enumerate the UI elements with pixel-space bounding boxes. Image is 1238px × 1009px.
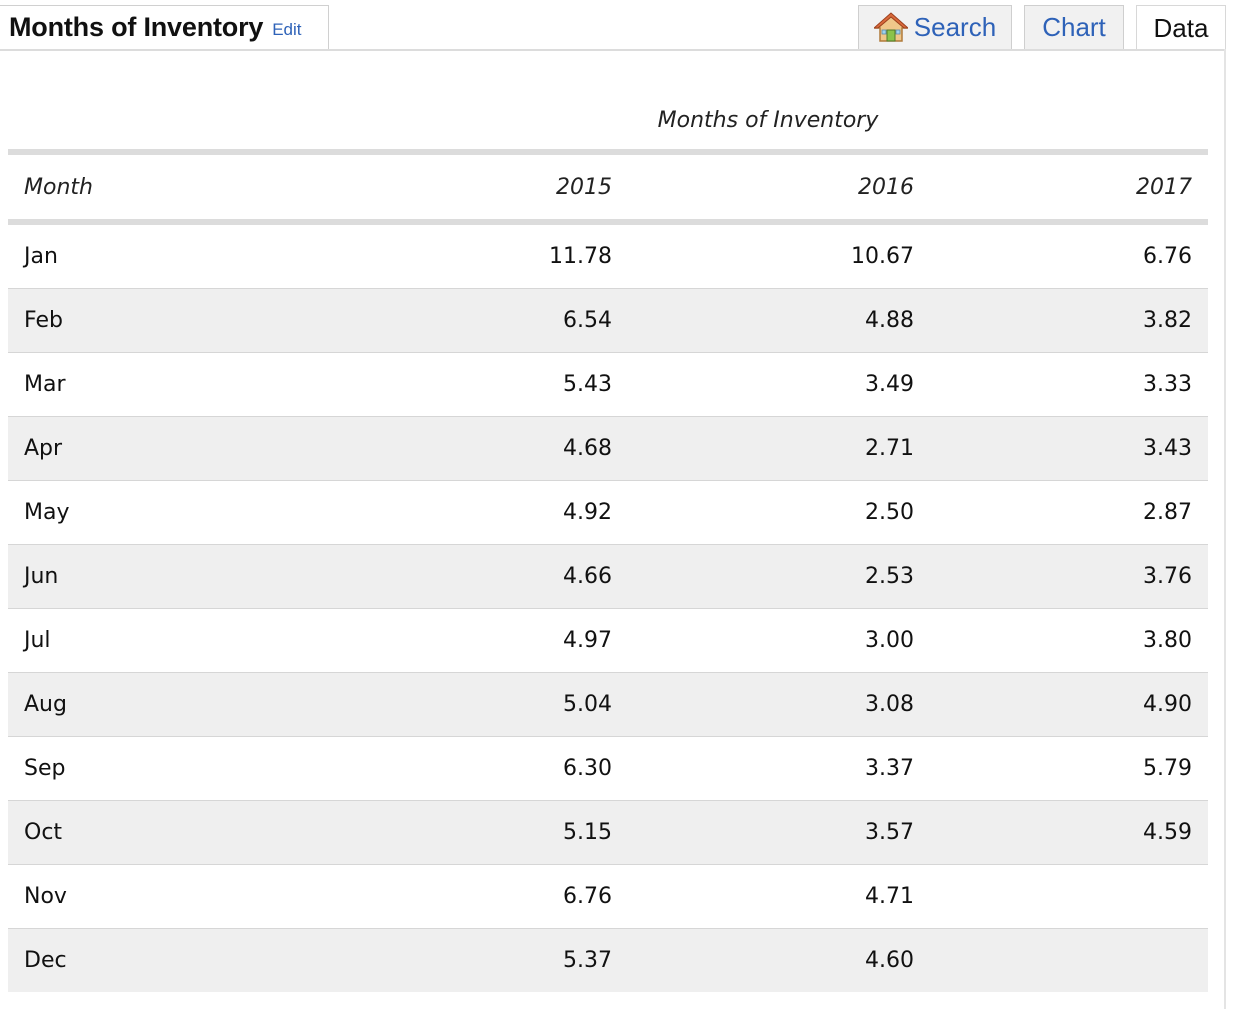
cell-2015: 6.30 — [563, 756, 612, 781]
column-header-2016: 2016 — [858, 174, 914, 200]
table-row: Jan 11.78 10.67 6.76 — [8, 225, 1208, 289]
cell-2017: 3.82 — [1143, 308, 1192, 333]
table-caption: Months of Inventory — [657, 108, 879, 133]
table-row: Apr 4.68 2.71 3.43 — [8, 417, 1208, 481]
cell-2017: 4.59 — [1143, 820, 1192, 845]
tab-baseline — [0, 49, 1226, 51]
table-body: Jan 11.78 10.67 6.76 Feb 6.54 4.88 3.82 … — [8, 225, 1208, 992]
cell-month: Feb — [24, 308, 63, 333]
home-icon — [873, 11, 908, 42]
cell-month: Jul — [24, 628, 51, 653]
cell-2017: 3.80 — [1143, 628, 1192, 653]
page-title: Months of Inventory — [9, 12, 264, 42]
cell-2017: 3.76 — [1143, 564, 1192, 589]
cell-2016: 3.57 — [865, 820, 914, 845]
tab-search-label: Search — [913, 12, 997, 42]
tab-search[interactable]: Search — [858, 5, 1012, 49]
table-row: May 4.92 2.50 2.87 — [8, 481, 1208, 545]
cell-2017: 3.43 — [1143, 436, 1192, 461]
table-top-rule — [8, 149, 1208, 155]
table-header-rule — [8, 219, 1208, 225]
cell-2016: 4.60 — [865, 948, 914, 973]
panel-right-border — [1224, 49, 1226, 1009]
cell-2017: 2.87 — [1143, 500, 1192, 525]
edit-link[interactable]: Edit — [272, 19, 302, 39]
cell-2016: 3.08 — [865, 692, 914, 717]
column-header-2015: 2015 — [556, 174, 612, 200]
cell-2015: 4.66 — [563, 564, 612, 589]
table-row: Mar 5.43 3.49 3.33 — [8, 353, 1208, 417]
cell-month: Mar — [24, 372, 66, 397]
cell-2015: 4.68 — [563, 436, 612, 461]
column-header-month: Month — [24, 174, 93, 200]
cell-month: Dec — [24, 948, 67, 973]
cell-2017: 5.79 — [1143, 756, 1192, 781]
table-row: Jul 4.97 3.00 3.80 — [8, 609, 1208, 673]
cell-month: Apr — [24, 436, 63, 461]
cell-2015: 4.92 — [563, 500, 612, 525]
cell-2016: 2.50 — [865, 500, 914, 525]
data-table: Months of Inventory Month 2015 2016 2017… — [8, 51, 1208, 992]
tab-data-label: Data — [1153, 13, 1209, 43]
cell-2016: 10.67 — [851, 244, 914, 269]
cell-2017: 4.90 — [1143, 692, 1192, 717]
cell-2015: 5.43 — [563, 372, 612, 397]
title-tab: Months of Inventory Edit — [0, 5, 329, 49]
cell-2017: 3.33 — [1143, 372, 1192, 397]
table-row: Nov 6.76 4.71 — [8, 865, 1208, 929]
cell-2016: 3.37 — [865, 756, 914, 781]
cell-2015: 4.97 — [563, 628, 612, 653]
cell-2016: 2.71 — [865, 436, 914, 461]
table-header-row: Month 2015 2016 2017 — [8, 155, 1208, 219]
cell-2015: 5.37 — [563, 948, 612, 973]
cell-month: Nov — [24, 884, 67, 909]
tab-data[interactable]: Data — [1136, 5, 1226, 51]
table-row: Oct 5.15 3.57 4.59 — [8, 801, 1208, 865]
cell-month: Sep — [24, 756, 66, 781]
cell-2015: 6.54 — [563, 308, 612, 333]
tab-chart[interactable]: Chart — [1024, 5, 1124, 49]
table-row: Aug 5.04 3.08 4.90 — [8, 673, 1208, 737]
cell-month: Jan — [24, 244, 58, 269]
cell-2015: 11.78 — [549, 244, 612, 269]
tab-chart-label: Chart — [1042, 12, 1106, 42]
cell-month: May — [24, 500, 70, 525]
table-row: Sep 6.30 3.37 5.79 — [8, 737, 1208, 801]
table-row: Jun 4.66 2.53 3.76 — [8, 545, 1208, 609]
cell-month: Jun — [24, 564, 59, 589]
cell-2016: 4.88 — [865, 308, 914, 333]
cell-2015: 6.76 — [563, 884, 612, 909]
cell-2015: 5.04 — [563, 692, 612, 717]
tab-strip: Months of Inventory Edit Search Chart Da… — [0, 0, 1238, 51]
cell-2015: 5.15 — [563, 820, 612, 845]
cell-2016: 2.53 — [865, 564, 914, 589]
cell-2016: 4.71 — [865, 884, 914, 909]
column-header-2017: 2017 — [1136, 174, 1192, 200]
cell-month: Aug — [24, 692, 67, 717]
table-row: Feb 6.54 4.88 3.82 — [8, 289, 1208, 353]
cell-2016: 3.00 — [865, 628, 914, 653]
cell-2016: 3.49 — [865, 372, 914, 397]
cell-2017: 6.76 — [1143, 244, 1192, 269]
table-row: Dec 5.37 4.60 — [8, 929, 1208, 992]
cell-month: Oct — [24, 820, 63, 845]
